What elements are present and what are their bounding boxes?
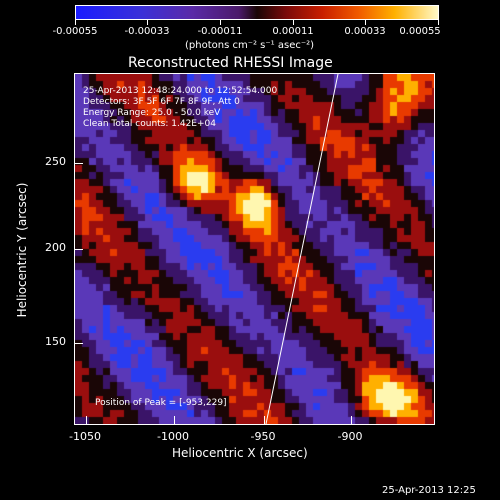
x-tick-mark xyxy=(174,416,175,424)
y-tick-mark xyxy=(75,163,83,164)
x-tick-mark xyxy=(351,416,352,424)
y-tick-label: 250 xyxy=(45,155,66,168)
peak-position-label: Position of Peak = [-953,229] xyxy=(95,398,227,408)
colorbar-labels: -0.00055 -0.00033 -0.00011 0.00011 0.000… xyxy=(53,0,441,40)
colorbar-tick-label: -0.00033 xyxy=(124,26,170,37)
image-plot-area: 25-Apr-2013 12:48:24.000 to 12:52:54.000… xyxy=(74,73,435,425)
colorbar-unit-label: (photons cm⁻² s⁻¹ asec⁻²) xyxy=(185,40,315,51)
y-axis-title: Heliocentric Y (arcsec) xyxy=(15,182,29,318)
info-line-energy-range: Energy Range: 25.0 - 50.0 keV xyxy=(83,108,221,118)
y-tick-mark xyxy=(75,249,83,250)
y-tick-label: 200 xyxy=(45,241,66,254)
colorbar-tick xyxy=(75,19,76,25)
y-tick-label: 150 xyxy=(45,335,66,348)
x-tick-mark xyxy=(86,416,87,424)
solar-limb-line xyxy=(265,74,339,424)
observation-info: 25-Apr-2013 12:48:24.000 to 12:52:54.000… xyxy=(83,86,277,130)
x-tick-label: -950 xyxy=(250,430,276,443)
footer-timestamp: 25-Apr-2013 12:25 xyxy=(382,485,476,496)
colorbar-tick xyxy=(365,19,366,25)
x-axis-title: Heliocentric X (arcsec) xyxy=(172,446,308,460)
x-tick-label: -1050 xyxy=(69,430,101,443)
colorbar-tick-label: -0.00011 xyxy=(197,26,243,37)
info-line-time-range: 25-Apr-2013 12:48:24.000 to 12:52:54.000 xyxy=(83,86,278,96)
heatmap-image xyxy=(75,74,434,424)
plot-title: Reconstructed RHESSI Image xyxy=(128,55,333,71)
colorbar-tick xyxy=(220,19,221,25)
limb-overlay xyxy=(265,74,339,424)
info-line-clean-counts: Clean Total counts: 1.42E+04 xyxy=(83,119,216,129)
x-tick-mark xyxy=(264,416,265,424)
x-tick-label: -900 xyxy=(337,430,363,443)
colorbar-tick xyxy=(293,19,294,25)
colorbar-tick xyxy=(147,19,148,25)
colorbar-ticks xyxy=(75,19,439,25)
colorbar xyxy=(75,5,439,20)
colorbar-tick-label: 0.00033 xyxy=(344,26,386,37)
x-tick-label: -1000 xyxy=(157,430,189,443)
colorbar-tick-label: 0.00055 xyxy=(399,26,441,37)
colorbar-tick-label: -0.00055 xyxy=(52,26,98,37)
y-tick-mark xyxy=(75,343,83,344)
colorbar-tick xyxy=(438,19,439,25)
info-line-detectors: Detectors: 3F 5F 6F 7F 8F 9F, Att 0 xyxy=(83,97,240,107)
colorbar-tick-label: 0.00011 xyxy=(272,26,314,37)
